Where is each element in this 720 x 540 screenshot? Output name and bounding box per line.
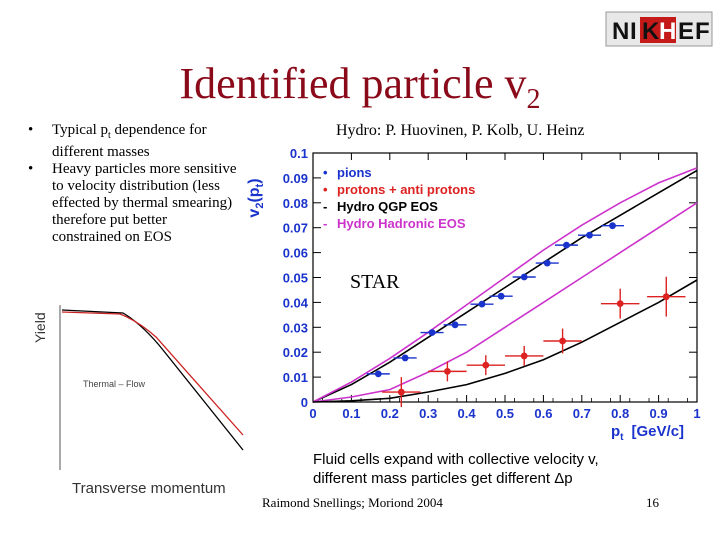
y-tick-label: 0.1 xyxy=(290,146,308,161)
x-tick-label: 0.2 xyxy=(381,406,399,421)
y-tick-label: 0.02 xyxy=(283,345,308,360)
data-point xyxy=(616,300,624,308)
x-tick-label: 0.6 xyxy=(534,406,552,421)
data-point xyxy=(520,352,528,360)
chart-xlabel-main: p xyxy=(611,423,620,440)
data-point xyxy=(559,337,566,345)
v2-chart: 0 0.1 0.2 0.3 0.4 0.5 0.6 0.7 0.8 0.9 1 0 0.01 0.02 0.… xyxy=(246,146,701,443)
x-tick-label: 1 xyxy=(693,406,700,421)
data-point xyxy=(401,354,409,362)
chart-ylabel-close: ) xyxy=(246,178,263,183)
hydro-curve xyxy=(312,202,698,403)
x-tick-label: 0.1 xyxy=(342,406,360,421)
y-tick-label: 0 xyxy=(301,395,308,410)
data-point xyxy=(497,292,505,300)
data-point xyxy=(374,370,382,378)
bullet-text: Typical p xyxy=(52,122,109,138)
data-point xyxy=(451,321,459,329)
yield-xlabel: Transverse momentum xyxy=(72,480,226,495)
logo-letter-h: H xyxy=(659,18,676,45)
fluid-line-1: Fluid cells expand with collective veloc… xyxy=(313,451,599,468)
star-label: STAR xyxy=(350,271,400,293)
nikhef-logo: N I K H E F xyxy=(605,11,713,47)
fluid-line-2: different mass particles get different Δ… xyxy=(313,469,599,488)
data-point xyxy=(444,367,451,375)
legend-marker: - xyxy=(323,199,327,214)
y-tick-label: 0.09 xyxy=(283,171,308,186)
chart-xlabel-sub: t xyxy=(620,432,624,443)
legend-label: protons + anti protons xyxy=(337,182,475,197)
chart-ylabel-paren: (p xyxy=(246,187,263,202)
chart-ylabel-sub: 2 xyxy=(254,203,266,209)
bullet-list: Typical pt dependence for different mass… xyxy=(28,122,238,246)
yield-ylabel: Yield xyxy=(32,312,48,343)
data-point xyxy=(662,293,670,301)
chart-legend: • pions• protons + anti protons- Hydro QGP … xyxy=(323,165,475,231)
chart-axes: 0 0.1 0.2 0.3 0.4 0.5 0.6 0.7 0.8 0.9 1 0 0.01 0.02 0.… xyxy=(283,146,701,421)
logo-letter-f: F xyxy=(695,18,710,45)
fluid-line-2-text: different mass particles get different xyxy=(313,470,555,487)
x-tick-label: 0.8 xyxy=(611,406,629,421)
data-point xyxy=(609,222,616,230)
footer-credit: Raimond Snellings; Moriond 2004 xyxy=(262,495,443,510)
logo-letter-n: N xyxy=(612,18,629,45)
chart-xlabel-unit: [GeV/c] xyxy=(632,423,685,440)
hydro-curve xyxy=(312,169,698,403)
data-point xyxy=(586,231,593,239)
bullet-item: Heavy particles more sensitive to veloci… xyxy=(28,161,238,246)
legend-marker: • xyxy=(323,165,328,180)
hydro-curve xyxy=(312,167,698,403)
x-tick-label: 0.3 xyxy=(419,406,437,421)
hydro-curve xyxy=(312,279,698,403)
chart-points xyxy=(366,222,686,407)
data-point xyxy=(482,361,490,369)
legend-marker: - xyxy=(323,216,327,231)
x-tick-label: 0 xyxy=(309,406,316,421)
data-point xyxy=(563,241,570,249)
page-number: 16 xyxy=(646,495,659,510)
data-point xyxy=(520,273,528,281)
x-tick-label: 0.9 xyxy=(650,406,668,421)
logo-letter-k: K xyxy=(642,18,660,45)
fluid-line-2-symbol: Δp xyxy=(554,470,573,487)
legend-label: Hydro QGP EOS xyxy=(337,199,438,214)
fluid-note: Fluid cells expand with collective veloc… xyxy=(313,450,599,488)
logo-letter-i: I xyxy=(630,18,637,45)
data-point xyxy=(397,388,405,396)
x-tick-label: 0.4 xyxy=(458,406,477,421)
chart-xlabel: pt [GeV/c] xyxy=(611,423,684,443)
data-point xyxy=(428,329,436,336)
bullet-sub: t xyxy=(108,130,111,141)
bullet-text: dependence for different masses xyxy=(52,122,207,160)
y-tick-label: 0.01 xyxy=(283,370,308,385)
x-tick-label: 0.5 xyxy=(496,406,514,421)
y-tick-label: 0.03 xyxy=(283,320,308,335)
yield-curve-thermal xyxy=(61,309,244,451)
y-tick-label: 0.08 xyxy=(283,196,308,211)
bullet-item: Typical pt dependence for different mass… xyxy=(28,122,238,161)
logo-letter-e: E xyxy=(678,18,694,45)
y-tick-label: 0.04 xyxy=(283,295,309,310)
y-tick-label: 0.05 xyxy=(283,271,308,286)
chart-ylabel-main: v xyxy=(246,209,263,218)
y-tick-label: 0.07 xyxy=(283,221,308,236)
slide-title-main: Identified particle v xyxy=(179,59,527,108)
legend-label: pions xyxy=(337,165,372,180)
x-tick-label: 0.7 xyxy=(573,406,591,421)
data-point xyxy=(478,300,486,308)
bullet-text: Heavy particles more sensitive to veloci… xyxy=(52,161,237,245)
legend-marker: • xyxy=(323,182,328,197)
yield-annotation: Thermal – Flow xyxy=(83,379,146,389)
slide-title-sub: 2 xyxy=(526,83,541,115)
chart-ylabel: v2(pt) xyxy=(246,178,266,217)
legend-label: Hydro Hadronic EOS xyxy=(337,216,466,231)
chart-curves xyxy=(312,167,698,403)
chart-ylabel-paren-sub: t xyxy=(254,183,266,187)
hydro-credit: Hydro: P. Huovinen, P. Kolb, U. Heinz xyxy=(336,122,585,139)
yield-plot: Yield Thermal – Flow Transverse momentum xyxy=(32,305,244,495)
slide-title: Identified particle v2 xyxy=(0,58,720,116)
data-point xyxy=(543,259,551,267)
y-tick-label: 0.06 xyxy=(283,246,308,261)
yield-curve-flow xyxy=(61,311,244,436)
